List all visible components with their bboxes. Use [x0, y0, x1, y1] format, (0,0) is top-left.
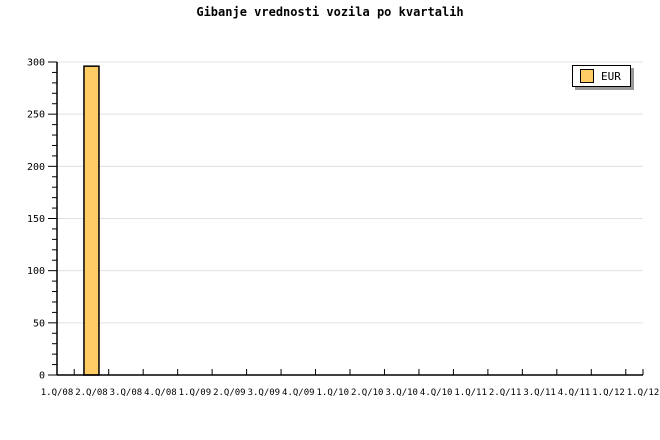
bar-eur-2.q/08 — [83, 65, 100, 376]
x-tick-label: 4.Q/10 — [420, 388, 453, 398]
x-tick-label: 1.Q/08 — [41, 388, 74, 398]
y-tick-label: 250 — [27, 110, 45, 121]
x-tick-label: 2.Q/11 — [489, 388, 522, 398]
y-tick-label: 150 — [27, 214, 45, 225]
x-tick-label: 1.Q/11 — [454, 388, 487, 398]
y-tick-label: 200 — [27, 162, 45, 173]
x-tick-label: 4.Q/11 — [558, 388, 591, 398]
x-tick-label: 4.Q/09 — [282, 388, 315, 398]
x-tick-label: 2.Q/08 — [75, 388, 108, 398]
x-tick-label: 2.Q/10 — [351, 388, 384, 398]
x-tick-label: 3.Q/11 — [523, 388, 556, 398]
y-tick-label: 100 — [27, 266, 45, 277]
x-tick-label: 1.Q/09 — [179, 388, 212, 398]
y-tick-label: 50 — [33, 318, 45, 329]
x-tick-label: 1.Q/12 — [592, 388, 625, 398]
x-tick-label: 1.Q/10 — [317, 388, 350, 398]
legend-label-eur: EUR — [601, 69, 621, 83]
x-tick-label: 2.Q/09 — [213, 388, 246, 398]
chart-title: Gibanje vrednosti vozila po kvartalih — [196, 5, 464, 19]
x-tick-label: 3.Q/08 — [110, 388, 143, 398]
y-tick-label: 0 — [39, 371, 45, 382]
legend: EUR — [572, 65, 631, 87]
x-tick-label: 3.Q/10 — [385, 388, 418, 398]
x-tick-label: 4.Q/08 — [144, 388, 177, 398]
x-tick-label: 1.Q/12 — [627, 388, 660, 398]
y-tick-label: 300 — [27, 58, 45, 69]
x-tick-label: 3.Q/09 — [248, 388, 281, 398]
legend-swatch-eur — [580, 69, 594, 83]
